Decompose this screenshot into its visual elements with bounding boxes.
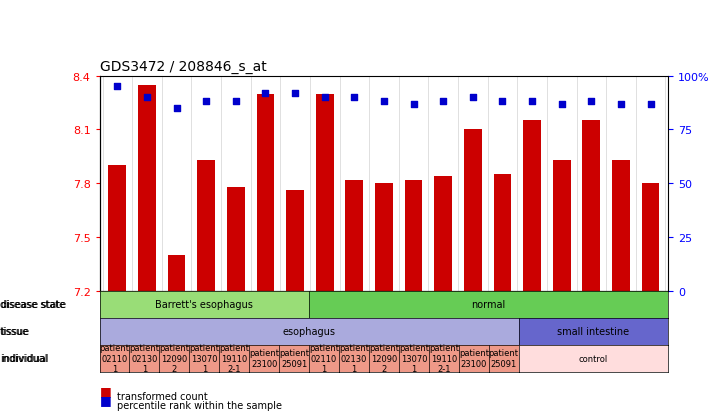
Point: [437, 99, 449, 105]
Text: disease state: disease state: [0, 299, 65, 310]
Bar: [405, 180, 422, 291]
Bar: [109, 166, 127, 291]
Bar: [612, 161, 630, 291]
Text: individual: individual: [1, 353, 48, 363]
Text: patient
12090
2: patient 12090 2: [369, 344, 399, 373]
Text: tissue: tissue: [0, 326, 29, 337]
Point: [201, 99, 212, 105]
Point: [230, 99, 242, 105]
Point: [112, 84, 123, 90]
Bar: [464, 130, 482, 291]
Point: [260, 90, 271, 97]
Point: [526, 99, 538, 105]
Text: patient
13070
1: patient 13070 1: [399, 344, 429, 373]
Text: patient
23100: patient 23100: [459, 349, 488, 368]
Text: individual: individual: [0, 353, 48, 363]
Point: [497, 99, 508, 105]
Bar: [316, 94, 333, 291]
Text: patient
02130
1: patient 02130 1: [129, 344, 159, 373]
Text: tissue: tissue: [1, 326, 30, 337]
Bar: [227, 188, 245, 291]
Text: patient
25091: patient 25091: [488, 349, 519, 368]
Text: patient
12090
2: patient 12090 2: [159, 344, 189, 373]
Bar: [553, 161, 571, 291]
Point: [556, 101, 567, 108]
Text: percentile rank within the sample: percentile rank within the sample: [117, 400, 282, 410]
Text: transformed count: transformed count: [117, 392, 208, 401]
Text: normal: normal: [471, 299, 506, 310]
Point: [467, 95, 479, 101]
Bar: [582, 121, 600, 291]
Bar: [168, 255, 186, 291]
Text: patient
13070
1: patient 13070 1: [189, 344, 219, 373]
Bar: [434, 177, 452, 291]
Text: patient
23100: patient 23100: [249, 349, 279, 368]
Point: [408, 101, 419, 108]
Bar: [198, 161, 215, 291]
Point: [645, 101, 656, 108]
Point: [319, 95, 331, 101]
Text: patient
02110
1: patient 02110 1: [309, 344, 339, 373]
Point: [378, 99, 390, 105]
Text: patient
19110
2-1: patient 19110 2-1: [429, 344, 459, 373]
Text: esophagus: esophagus: [282, 326, 336, 337]
Text: patient
02130
1: patient 02130 1: [339, 344, 369, 373]
Text: control: control: [579, 354, 608, 363]
Text: ■: ■: [100, 385, 112, 397]
Text: GDS3472 / 208846_s_at: GDS3472 / 208846_s_at: [100, 60, 267, 74]
Text: Barrett's esophagus: Barrett's esophagus: [156, 299, 253, 310]
Text: patient
19110
2-1: patient 19110 2-1: [219, 344, 250, 373]
Text: ■: ■: [100, 393, 112, 406]
Bar: [493, 175, 511, 291]
Text: small intestine: small intestine: [557, 326, 629, 337]
Point: [141, 95, 153, 101]
Text: patient
25091: patient 25091: [279, 349, 309, 368]
Text: patient
02110
1: patient 02110 1: [100, 344, 129, 373]
Point: [586, 99, 597, 105]
Text: disease state: disease state: [1, 299, 66, 310]
Point: [171, 105, 182, 112]
Bar: [257, 94, 274, 291]
Bar: [523, 121, 541, 291]
Bar: [138, 85, 156, 291]
Point: [289, 90, 301, 97]
Bar: [346, 180, 363, 291]
Point: [348, 95, 360, 101]
Bar: [287, 191, 304, 291]
Bar: [375, 184, 393, 291]
Point: [615, 101, 626, 108]
Bar: [642, 184, 660, 291]
